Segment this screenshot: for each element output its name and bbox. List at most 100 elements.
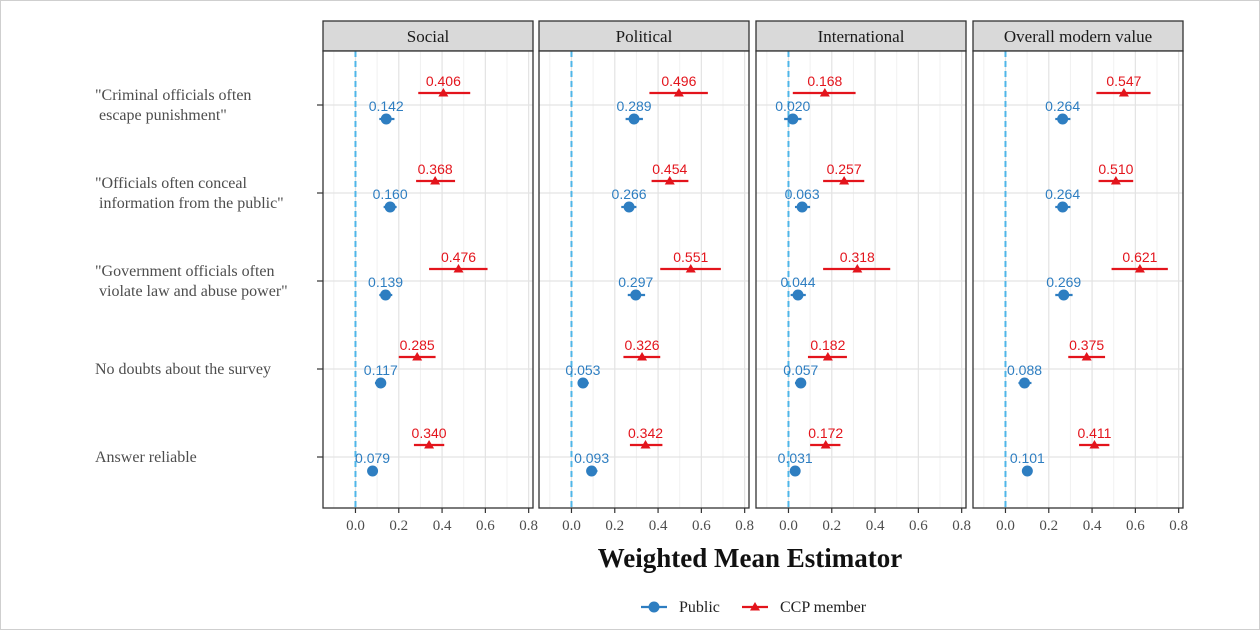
public-value-label: 0.142 bbox=[369, 98, 404, 114]
public-value-label: 0.297 bbox=[618, 274, 653, 290]
legend-public-key bbox=[648, 601, 660, 613]
facet-panel: International 0.168 0.020 0.257 0.063 0.318 0.… bbox=[755, 20, 971, 534]
panel-background bbox=[973, 51, 1183, 508]
x-tick-label: 0.8 bbox=[519, 518, 538, 534]
ccp-value-label: 0.411 bbox=[1077, 425, 1111, 441]
ccp-value-label: 0.551 bbox=[673, 249, 708, 265]
x-tick-label: 0.0 bbox=[779, 518, 798, 534]
ccp-point bbox=[822, 352, 833, 361]
legend-public-label: Public bbox=[679, 599, 720, 616]
x-tick-label: 0.4 bbox=[866, 518, 885, 534]
public-point bbox=[577, 377, 589, 389]
ccp-value-label: 0.340 bbox=[412, 425, 447, 441]
public-value-label: 0.020 bbox=[775, 98, 810, 114]
public-value-label: 0.093 bbox=[574, 450, 609, 466]
ccp-value-label: 0.476 bbox=[441, 249, 476, 265]
ccp-point bbox=[1081, 352, 1092, 361]
public-point bbox=[787, 113, 799, 125]
ccp-point bbox=[1134, 264, 1145, 273]
public-point bbox=[380, 289, 392, 301]
ccp-value-label: 0.168 bbox=[807, 73, 842, 89]
ccp-value-label: 0.326 bbox=[625, 337, 660, 353]
x-tick-label: 0.8 bbox=[735, 518, 754, 534]
facet-panel: Political 0.496 0.289 0.454 0.266 0.551 0.297 0… bbox=[538, 20, 754, 534]
ccp-point bbox=[412, 352, 423, 361]
row-label: "Government officials often violate law … bbox=[95, 263, 288, 300]
ccp-value-label: 0.182 bbox=[810, 337, 845, 353]
public-point bbox=[1057, 113, 1069, 125]
x-tick-label: 0.2 bbox=[822, 518, 841, 534]
ccp-value-label: 0.172 bbox=[808, 425, 843, 441]
public-value-label: 0.053 bbox=[565, 362, 600, 378]
ccp-value-label: 0.510 bbox=[1098, 161, 1133, 177]
ccp-point bbox=[673, 88, 684, 97]
row-label-line: "Criminal officials often bbox=[95, 87, 251, 104]
public-point bbox=[375, 377, 387, 389]
panel-border bbox=[755, 50, 967, 509]
x-tick-label: 0.0 bbox=[562, 518, 581, 534]
public-value-label: 0.117 bbox=[364, 362, 398, 378]
x-axis-title: Weighted Mean Estimator bbox=[598, 543, 902, 573]
ccp-point bbox=[424, 440, 435, 449]
x-tick-label: 0.0 bbox=[346, 518, 365, 534]
public-point bbox=[367, 465, 379, 477]
facet-strip bbox=[538, 20, 750, 52]
row-label-line: information from the public" bbox=[95, 195, 284, 212]
facet-strip bbox=[972, 20, 1184, 52]
x-tick-label: 0.8 bbox=[952, 518, 971, 534]
panel-background bbox=[323, 51, 533, 508]
public-value-label: 0.044 bbox=[780, 274, 815, 290]
facet-strip bbox=[755, 20, 967, 52]
x-tick-label: 0.2 bbox=[1039, 518, 1058, 534]
public-value-label: 0.269 bbox=[1046, 274, 1081, 290]
public-value-label: 0.264 bbox=[1045, 186, 1080, 202]
ccp-value-label: 0.318 bbox=[840, 249, 875, 265]
public-point bbox=[586, 465, 598, 477]
ccp-value-label: 0.454 bbox=[652, 161, 687, 177]
public-point bbox=[623, 201, 635, 213]
legend: Public CCP member bbox=[641, 599, 867, 616]
ccp-value-label: 0.621 bbox=[1122, 249, 1157, 265]
public-value-label: 0.031 bbox=[778, 450, 813, 466]
ccp-point bbox=[820, 440, 831, 449]
x-tick-label: 0.8 bbox=[1169, 518, 1188, 534]
x-tick-label: 0.6 bbox=[692, 518, 711, 534]
panel-background bbox=[756, 51, 966, 508]
facet-title: Overall modern value bbox=[1004, 27, 1152, 46]
public-point bbox=[795, 377, 807, 389]
panel-border bbox=[538, 50, 750, 509]
public-point bbox=[796, 201, 808, 213]
public-value-label: 0.139 bbox=[368, 274, 403, 290]
facet-title: International bbox=[818, 27, 905, 46]
ccp-point bbox=[1110, 176, 1121, 185]
x-tick-label: 0.2 bbox=[389, 518, 408, 534]
panel-border bbox=[972, 50, 1184, 509]
row-label: "Criminal officials often escape punishm… bbox=[95, 87, 251, 124]
legend-ccp-label: CCP member bbox=[780, 599, 867, 616]
public-value-label: 0.088 bbox=[1007, 362, 1042, 378]
ccp-point bbox=[819, 88, 830, 97]
ccp-point bbox=[852, 264, 863, 273]
row-label-line: No doubts about the survey bbox=[95, 361, 271, 378]
facet-title: Political bbox=[616, 27, 673, 46]
ccp-value-label: 0.342 bbox=[628, 425, 663, 441]
row-label-line: violate law and abuse power" bbox=[95, 283, 288, 300]
public-value-label: 0.063 bbox=[785, 186, 820, 202]
row-label-line: "Officials often conceal bbox=[95, 175, 248, 192]
panel-border bbox=[322, 50, 534, 509]
public-point bbox=[1019, 377, 1031, 389]
ccp-point bbox=[685, 264, 696, 273]
ccp-value-label: 0.257 bbox=[827, 161, 862, 177]
ccp-point bbox=[640, 440, 651, 449]
ccp-point bbox=[453, 264, 464, 273]
row-label: "Officials often conceal information fro… bbox=[95, 175, 284, 212]
ccp-point bbox=[430, 176, 441, 185]
public-point bbox=[630, 289, 642, 301]
public-point bbox=[789, 465, 801, 477]
ccp-point bbox=[1089, 440, 1100, 449]
ccp-point bbox=[438, 88, 449, 97]
x-tick-label: 0.4 bbox=[433, 518, 452, 534]
legend-ccp-key bbox=[750, 602, 760, 611]
x-tick-label: 0.6 bbox=[909, 518, 928, 534]
